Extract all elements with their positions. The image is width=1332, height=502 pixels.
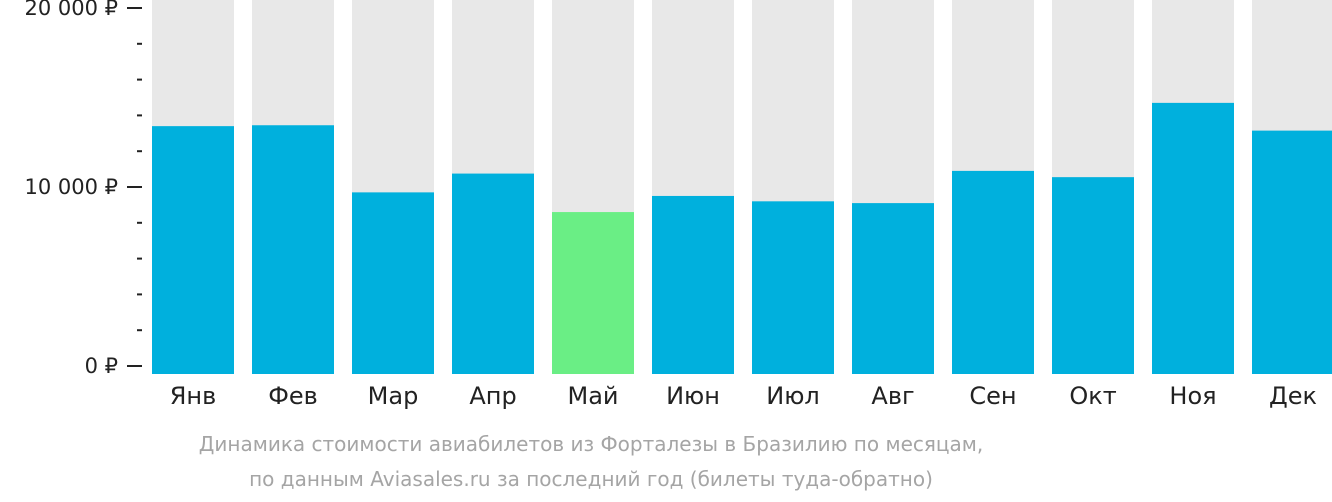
y-tick-label: 0 ₽ xyxy=(85,354,118,378)
bar xyxy=(252,125,334,375)
x-tick-label: Дек xyxy=(1269,382,1317,410)
bar xyxy=(1152,102,1234,375)
x-tick-label: Окт xyxy=(1069,382,1116,410)
x-axis: Янв Фев Мар Апр Май Июн Июл Авг Сен Окт Ноя Дек xyxy=(170,382,1317,410)
x-tick-label: Апр xyxy=(469,382,516,410)
x-tick-label: Ноя xyxy=(1169,382,1216,410)
bar xyxy=(1252,130,1332,374)
x-tick-label: Июл xyxy=(766,382,820,410)
x-tick-label: Мар xyxy=(368,382,419,410)
bar-chart: 0 ₽ 10 000 ₽ 20 000 ₽ Янв Фев Мар Апр Май Июн Ию… xyxy=(24,0,1332,410)
x-tick-label: Сен xyxy=(969,382,1016,410)
bar xyxy=(452,173,534,374)
chart-caption-line-1: Динамика стоимости авиабилетов из Фортал… xyxy=(198,432,984,456)
x-tick-label: Май xyxy=(567,382,618,410)
bar xyxy=(1052,177,1134,374)
bar xyxy=(652,195,734,374)
x-tick-label: Фев xyxy=(268,382,318,410)
y-tick-label: 20 000 ₽ xyxy=(24,0,118,20)
x-tick-label: Авг xyxy=(871,382,914,410)
bar xyxy=(852,203,934,374)
bar xyxy=(752,201,834,374)
bar-highlighted xyxy=(552,212,634,374)
y-axis: 0 ₽ 10 000 ₽ 20 000 ₽ xyxy=(24,0,142,378)
bar xyxy=(152,126,234,374)
y-tick-label: 10 000 ₽ xyxy=(24,175,118,199)
data-bars xyxy=(152,102,1332,375)
bar xyxy=(952,170,1034,374)
bar xyxy=(352,192,434,374)
chart-caption-line-2: по данным Aviasales.ru за последний год … xyxy=(249,467,933,491)
x-tick-label: Янв xyxy=(170,382,217,410)
x-tick-label: Июн xyxy=(666,382,720,410)
